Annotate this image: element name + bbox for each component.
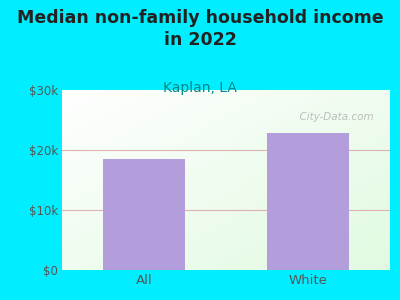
Text: City-Data.com: City-Data.com (293, 112, 374, 122)
Text: Kaplan, LA: Kaplan, LA (163, 81, 237, 95)
Text: Median non-family household income
in 2022: Median non-family household income in 20… (17, 9, 383, 49)
Bar (103, 159, 185, 270)
Bar (267, 133, 349, 270)
